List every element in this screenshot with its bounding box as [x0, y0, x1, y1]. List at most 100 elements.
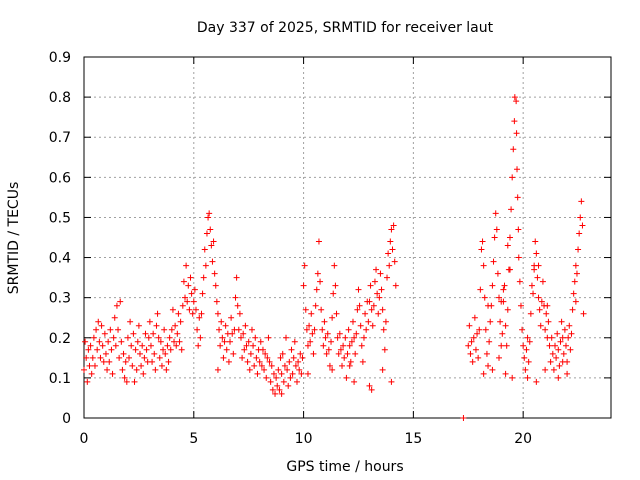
data-point: [221, 338, 228, 345]
data-point: [206, 210, 213, 217]
data-point: [129, 362, 136, 369]
data-point: [176, 338, 183, 345]
data-point: [548, 334, 555, 341]
chart-title: Day 337 of 2025, SRMTID for receiver lau…: [197, 20, 494, 36]
data-point: [301, 262, 308, 269]
data-point: [571, 278, 578, 285]
data-point: [191, 286, 198, 293]
data-point: [275, 366, 282, 373]
data-point: [347, 358, 354, 365]
data-point: [269, 386, 276, 393]
data-point: [521, 354, 528, 361]
data-point: [469, 358, 476, 365]
data-point: [288, 346, 295, 353]
data-point: [192, 306, 199, 313]
data-point: [346, 362, 353, 369]
data-point: [480, 262, 487, 269]
data-point: [115, 326, 122, 333]
data-point: [127, 318, 134, 325]
data-point: [367, 282, 374, 289]
data-point: [483, 350, 490, 357]
y-tick-label: 0.7: [49, 130, 71, 146]
data-point: [580, 310, 587, 317]
data-point: [142, 330, 149, 337]
data-point: [568, 330, 575, 337]
data-point: [154, 310, 161, 317]
data-point: [552, 342, 559, 349]
data-point: [336, 330, 343, 337]
data-point: [342, 334, 349, 341]
data-point: [164, 342, 171, 349]
data-point: [577, 214, 584, 221]
data-point: [553, 354, 560, 361]
data-point: [471, 314, 478, 321]
data-point: [525, 358, 532, 365]
data-point: [378, 286, 385, 293]
data-point: [549, 350, 556, 357]
data-point: [111, 314, 118, 321]
data-point: [384, 274, 391, 281]
plot-frame: [83, 56, 612, 419]
data-point: [259, 346, 266, 353]
data-point: [187, 274, 194, 281]
data-point: [183, 262, 190, 269]
data-point: [391, 258, 398, 265]
data-point: [528, 282, 535, 289]
data-point: [195, 342, 202, 349]
data-point: [527, 310, 534, 317]
data-point: [530, 290, 537, 297]
data-point: [280, 378, 287, 385]
data-point: [482, 326, 489, 333]
data-point: [257, 338, 264, 345]
data-point: [128, 342, 135, 349]
data-point: [99, 342, 106, 349]
y-tick-label: 0: [62, 411, 71, 427]
data-point: [201, 246, 208, 253]
data-point: [522, 366, 529, 373]
data-point: [250, 342, 257, 349]
data-point: [284, 366, 291, 373]
data-point: [352, 350, 359, 357]
data-point: [110, 334, 117, 341]
data-point: [524, 374, 531, 381]
data-point: [182, 294, 189, 301]
data-point: [149, 358, 156, 365]
data-point: [295, 358, 302, 365]
data-point: [126, 354, 133, 361]
data-point: [326, 362, 333, 369]
data-point: [210, 238, 217, 245]
data-point: [302, 306, 309, 313]
data-point: [382, 318, 389, 325]
data-point: [388, 226, 395, 233]
data-point: [491, 234, 498, 241]
data-point: [576, 230, 583, 237]
data-point: [245, 338, 252, 345]
data-point: [143, 346, 150, 353]
data-point: [278, 370, 285, 377]
data-point: [366, 382, 373, 389]
data-point: [100, 358, 107, 365]
data-point: [526, 338, 533, 345]
data-point: [272, 390, 279, 397]
data-point: [106, 358, 113, 365]
data-point: [496, 294, 503, 301]
data-point: [535, 262, 542, 269]
data-point: [264, 354, 271, 361]
data-point: [131, 378, 138, 385]
data-point: [368, 386, 375, 393]
data-point: [240, 330, 247, 337]
data-point: [502, 322, 509, 329]
data-point: [296, 366, 303, 373]
data-point: [504, 306, 511, 313]
data-point: [120, 350, 127, 357]
data-point: [386, 262, 393, 269]
data-point: [265, 334, 272, 341]
data-point: [357, 322, 364, 329]
data-point: [162, 350, 169, 357]
data-point: [543, 310, 550, 317]
data-point: [87, 342, 94, 349]
data-point: [165, 358, 172, 365]
data-point: [136, 350, 143, 357]
data-point: [565, 334, 572, 341]
data-point: [253, 354, 260, 361]
